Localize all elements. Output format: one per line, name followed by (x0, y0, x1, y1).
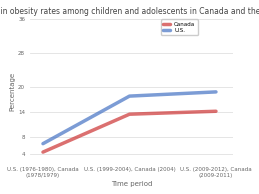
U.S. (128, 95, 131, 97)
Line: Canada: Canada (43, 111, 216, 152)
Y-axis label: Percentage: Percentage (9, 72, 15, 111)
X-axis label: Time period: Time period (111, 181, 152, 187)
U.S. (214, 91, 218, 93)
Line: U.S.: U.S. (43, 92, 216, 144)
Canada (214, 110, 218, 113)
U.S. (41, 143, 45, 145)
Legend: Canada, U.S.: Canada, U.S. (161, 19, 198, 35)
Canada (41, 151, 45, 153)
Canada (128, 113, 131, 115)
Title: Trends in obesity rates among children and adolescents in Canada and the U.S., %: Trends in obesity rates among children a… (0, 7, 259, 16)
